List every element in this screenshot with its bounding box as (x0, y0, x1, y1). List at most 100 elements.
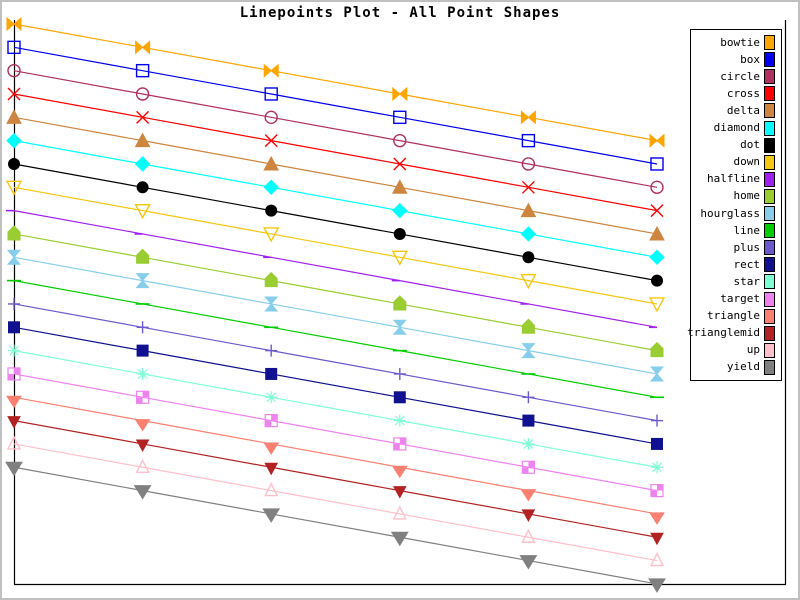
legend-item-line: line (691, 222, 781, 239)
legend-label: cross (726, 86, 760, 100)
dot-marker (265, 204, 278, 217)
legend-item-plus: plus (691, 239, 781, 256)
hourglass-marker (264, 296, 279, 305)
hourglass-marker (649, 366, 665, 375)
legend-color-swatch (764, 342, 775, 358)
target-marker (657, 484, 663, 491)
legend-item-rect: rect (691, 256, 781, 273)
box-marker (7, 40, 21, 55)
cross-marker (393, 157, 407, 171)
delta-marker (134, 132, 151, 148)
legend-label: diamond (713, 121, 760, 135)
legend-label: yield (726, 360, 760, 374)
up-marker (521, 528, 536, 543)
target-marker (528, 461, 535, 468)
down-marker (263, 227, 280, 243)
rect-marker (522, 414, 535, 427)
diamond-marker (392, 202, 408, 219)
legend-item-down: down (691, 154, 781, 171)
bowtie-marker (135, 40, 144, 55)
legend-color-swatch (764, 240, 775, 256)
yield-marker (519, 555, 538, 570)
rect-line (13, 326, 658, 445)
trianglemid-line (13, 420, 658, 538)
legend-label: delta (726, 103, 760, 117)
home-marker (650, 341, 664, 358)
legend-item-target: target (691, 290, 781, 307)
yield-marker (5, 461, 23, 477)
legend-label: dot (740, 138, 760, 152)
bowtie-marker (13, 16, 22, 32)
rect-marker (8, 321, 20, 334)
legend-label: target (720, 292, 760, 306)
legend-color-swatch (764, 86, 775, 102)
rect-marker (651, 437, 663, 450)
target-marker (142, 391, 149, 398)
cross-marker (650, 204, 664, 218)
hourglass-marker (392, 319, 407, 329)
legend-color-swatch (764, 257, 775, 273)
legend-color-swatch (764, 171, 775, 187)
legend-label: halfline (707, 172, 760, 186)
legend-item-halfline: halfline (691, 171, 781, 188)
legend-item-trianglemid: trianglemid (687, 325, 781, 342)
bowtie-marker (263, 63, 272, 78)
home-marker (521, 318, 535, 334)
legend-label: triangle (707, 309, 760, 323)
star-marker (394, 415, 405, 426)
legend-color-swatch (764, 35, 775, 51)
dot-marker (393, 227, 406, 240)
cross-line (13, 93, 658, 212)
legend-color-swatch (764, 274, 775, 290)
dot-marker (136, 181, 149, 194)
trianglemid-marker (135, 439, 150, 452)
star-marker (652, 462, 662, 473)
legend-item-box: box (691, 51, 781, 68)
legend-item-dot: dot (691, 137, 781, 154)
rect-marker (393, 391, 406, 404)
circle-marker (393, 133, 407, 148)
hourglass-marker (135, 279, 150, 289)
trianglemid-marker (264, 462, 279, 476)
yield-marker (648, 578, 666, 593)
target-line (13, 373, 658, 492)
hourglass-marker (521, 349, 536, 359)
target-marker (271, 414, 278, 421)
box-line (13, 46, 658, 165)
delta-line (13, 116, 658, 235)
dot-line (13, 163, 658, 282)
circle-marker (264, 110, 278, 125)
yield-line (13, 466, 658, 585)
legend-item-circle: circle (691, 68, 781, 85)
legend-color-swatch (764, 223, 775, 239)
rect-marker (136, 344, 149, 357)
hourglass-marker (649, 373, 665, 382)
bowtie-marker (520, 110, 530, 125)
bowtie-marker (399, 86, 408, 102)
star-marker (9, 345, 19, 356)
triangle-marker (6, 395, 22, 409)
trianglemid-marker (392, 486, 407, 499)
circle-marker (650, 180, 664, 195)
legend-item-up: up (691, 342, 781, 359)
down-marker (520, 273, 537, 290)
yield-marker (133, 485, 152, 500)
legend-label: circle (720, 69, 760, 83)
down-marker (5, 180, 23, 196)
box-marker (393, 110, 407, 125)
dot-marker (651, 274, 663, 287)
legend-label: up (746, 343, 760, 357)
trianglemid-marker (521, 509, 536, 522)
up-marker (6, 435, 22, 450)
legend-color-swatch (764, 154, 775, 170)
star-marker (137, 369, 148, 379)
hourglass-marker (6, 249, 22, 259)
legend-item-hourglass: hourglass (691, 205, 781, 222)
diamond-marker (520, 226, 537, 242)
target-marker (522, 467, 529, 474)
legend-label: line (733, 223, 761, 237)
triangle-line (13, 396, 658, 515)
legend-item-yield: yield (691, 359, 781, 376)
triangle-marker (391, 465, 408, 479)
legend-color-swatch (764, 69, 775, 85)
